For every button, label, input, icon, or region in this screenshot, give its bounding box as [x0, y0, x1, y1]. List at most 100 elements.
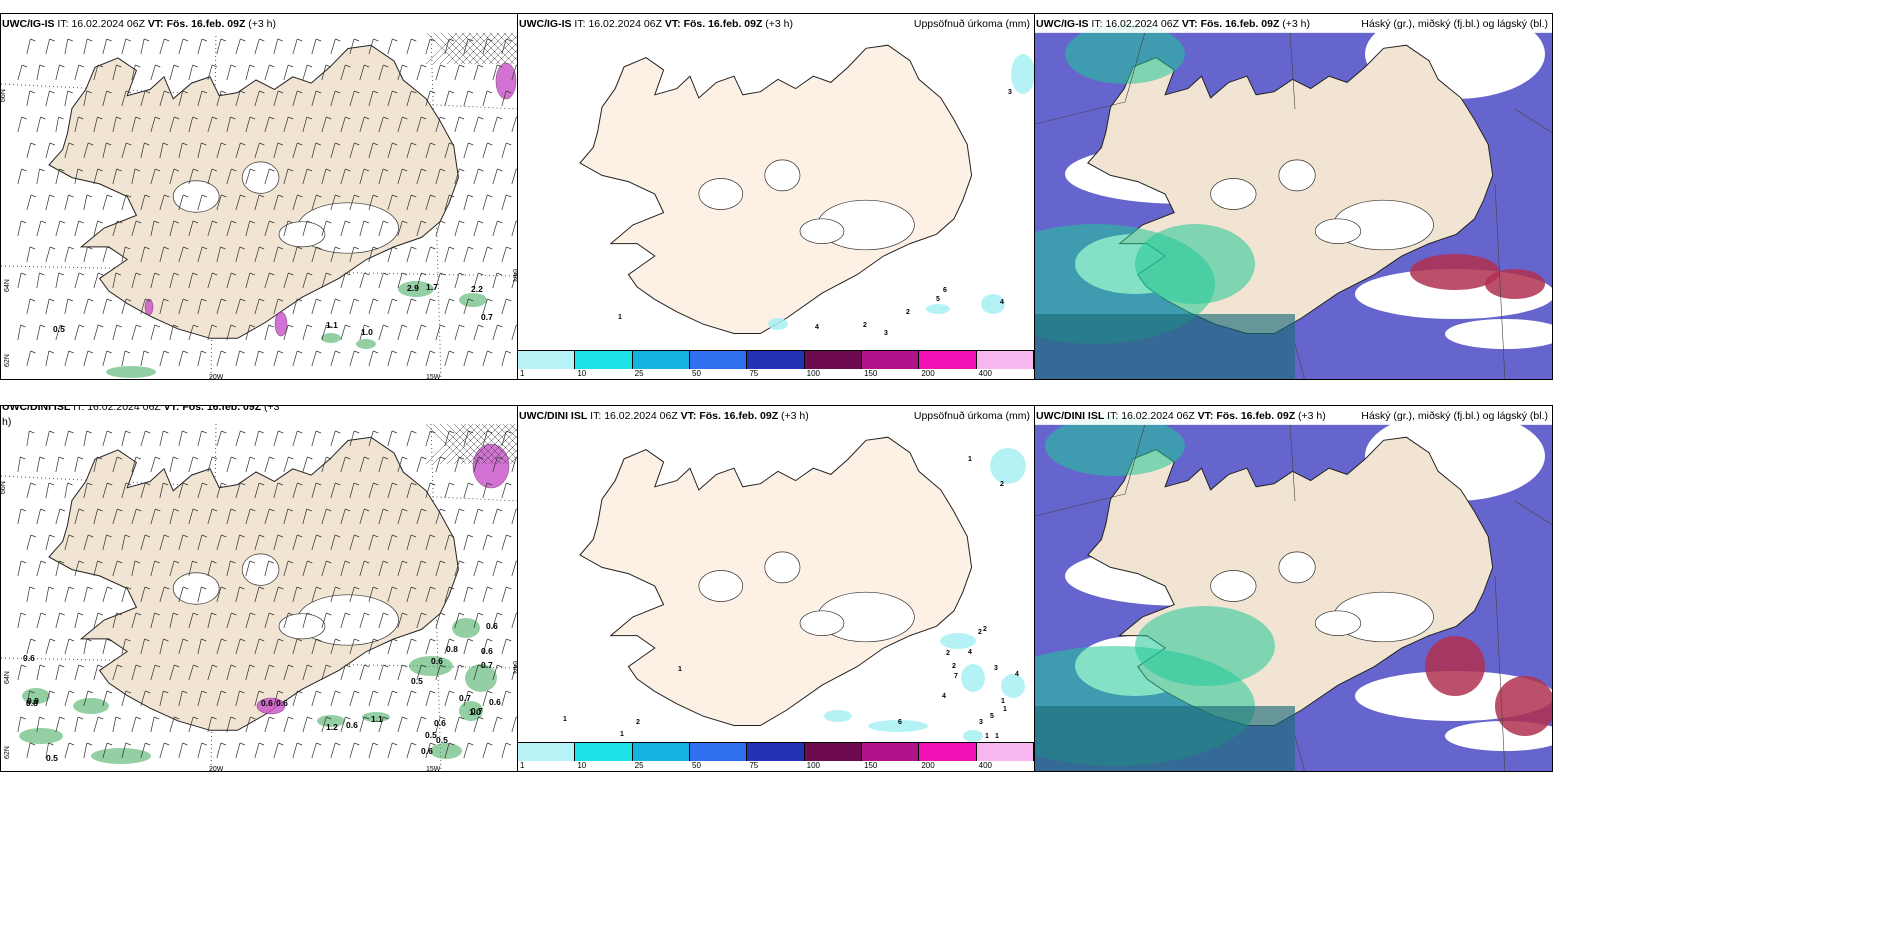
map-panel-cloud-2: UWC/DINI ISL IT: 16.02.2024 06Z VT: Fös.… — [1034, 405, 1553, 772]
precip-area — [398, 281, 434, 297]
precip-value-label: 6 — [898, 719, 902, 726]
low-cloud-sea-area — [1035, 314, 1295, 379]
lead-time: (+3 h) — [765, 18, 794, 30]
axis-label-lat: 64N — [4, 279, 11, 292]
axis-label-lat: 62N — [4, 746, 11, 759]
model-name: UWC/DINI ISL — [519, 410, 588, 422]
projection-line — [1035, 101, 1126, 125]
precip-area — [356, 339, 376, 349]
it-label: IT: — [73, 405, 85, 413]
map-panel-cloud-1: UWC/IG-IS IT: 16.02.2024 06Z VT: Fös. 16… — [1034, 13, 1553, 380]
legend-label: 50 — [692, 761, 701, 770]
precip-value-label: 0.7 — [459, 693, 471, 703]
vt-label: VT: — [1197, 410, 1214, 422]
precip-value-label: 0.5 — [425, 730, 437, 740]
precip-legend: 1 10 25 50 75 100 150 200 400 — [518, 742, 1034, 771]
precip-map-1: 3 1 4 2 3 2 56 4 — [579, 44, 1034, 337]
legend-swatch — [747, 743, 805, 761]
precip-value-label: 1 — [995, 733, 999, 740]
projection-line — [1294, 343, 1305, 379]
axis-label-lat: 64N — [511, 661, 518, 674]
vt-label: VT: — [163, 405, 180, 413]
model-name: UWC/DINI ISL — [2, 405, 71, 413]
precip-value-label: 2 — [636, 719, 640, 726]
legend-label: 200 — [921, 369, 935, 378]
precip-value-label: 4 — [942, 693, 946, 700]
it-label: IT: — [1107, 410, 1119, 422]
glacier-outline — [799, 218, 845, 244]
precip-area — [459, 701, 483, 721]
legend-swatch — [518, 351, 576, 369]
wind-barb-icon — [17, 38, 517, 367]
legend-swatch — [632, 743, 690, 761]
precip-value-label: 0.6 — [434, 718, 446, 728]
legend-label: 50 — [692, 369, 701, 378]
precip-area — [409, 656, 453, 676]
legend-label: 25 — [634, 369, 644, 378]
legend-swatch — [690, 743, 748, 761]
panel-title: Háský (gr.), miðský (fj.bl.) og lágský (… — [1361, 410, 1548, 422]
panel-title: Uppsöfnuð úrkoma (mm) — [913, 410, 1030, 422]
precip-value-label: 3 — [979, 719, 983, 726]
precip-value-label: 0.6 — [431, 656, 443, 666]
precip-value-label: 0.6 — [261, 698, 273, 708]
lead-time: (+3 — [264, 405, 280, 413]
init-time: 16.02.2024 06Z — [71, 18, 145, 30]
precip-value-label: 1.0 — [361, 327, 373, 337]
low-cloud-sea-area — [1035, 706, 1295, 771]
precip-value-label: 4 — [1000, 299, 1004, 306]
high-cloud-area — [1065, 24, 1185, 84]
panel-header: UWC/IG-IS IT: 16.02.2024 06Z VT: Fös. 16… — [1035, 15, 1552, 33]
snow-area — [144, 298, 154, 316]
precip-value-label: 0.5 — [436, 735, 448, 745]
precip-value-label: 1.2 — [326, 722, 338, 732]
precip-value-label: 0.6 — [421, 746, 433, 756]
projection-line — [1124, 31, 1146, 103]
axis-label-lat: 66N — [1, 89, 7, 102]
panel-header: UWC/DINI ISL IT: 16.02.2024 06Z VT: Fös.… — [1, 405, 517, 416]
precip-value-label: 0.9 — [27, 696, 39, 706]
axis-label-lat: 66N — [1, 481, 7, 494]
precip-area — [768, 318, 788, 330]
precip-value-label: 1 — [1003, 706, 1007, 713]
snow-area — [256, 697, 286, 715]
legend-label: 200 — [921, 761, 935, 770]
legend-label: 25 — [634, 761, 644, 770]
precip-area — [19, 728, 63, 744]
legend-swatch — [919, 351, 977, 369]
glacier-outline — [698, 178, 744, 210]
hatch-pattern-icon — [425, 423, 517, 465]
high-cloud-area — [1045, 416, 1185, 476]
precip-value-label: 1.0 — [469, 707, 481, 717]
precip-area — [940, 633, 976, 649]
projection-line — [1494, 575, 1506, 771]
init-time: 16.02.2024 06Z — [1121, 410, 1195, 422]
precip-value-label: 5 — [936, 296, 940, 303]
precip-value-label: 7 — [954, 673, 958, 680]
axis-label-lat: 62N — [4, 354, 11, 367]
precip-area — [91, 748, 151, 764]
precip-area — [824, 710, 852, 722]
projection-line — [1514, 108, 1552, 134]
map-panel-wind-2: 66N 64N 62N 20W 15W 64N 0.6 0.8 0.6 0.5 1.2 0.6 1.1 0… — [0, 405, 518, 772]
precip-area — [106, 366, 156, 378]
precip-area — [362, 712, 390, 722]
precip-value-label: 2 — [1000, 481, 1004, 488]
precip-area — [452, 618, 480, 638]
high-cloud-area — [1135, 606, 1275, 686]
glacier-outline — [1314, 610, 1362, 636]
panel-header: UWC/DINI ISL IT: 16.02.2024 06Z VT: Fös.… — [518, 407, 1034, 425]
low-cloud-area — [1495, 676, 1552, 736]
glacier-outline — [764, 551, 801, 584]
legend-label: 10 — [577, 369, 587, 378]
projection-line — [1289, 423, 1296, 502]
precip-value-label: 0.8 — [446, 644, 458, 654]
precip-value-label: 1 — [1001, 698, 1005, 705]
precip-value-label: 3 — [994, 665, 998, 672]
legend-label: 150 — [864, 369, 878, 378]
legend-swatch — [976, 351, 1034, 369]
init-time: 16.02.2024 06Z — [604, 410, 678, 422]
precip-value-label: 0.6 — [276, 698, 288, 708]
projection-line — [1035, 493, 1126, 517]
